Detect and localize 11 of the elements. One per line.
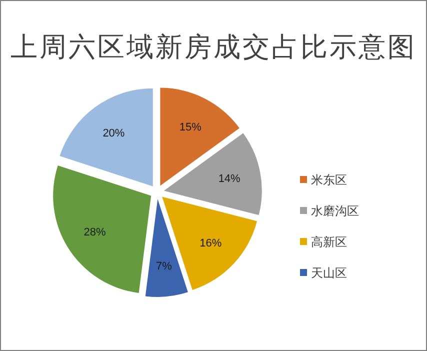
data-label: 7%	[156, 260, 172, 272]
data-label: 16%	[200, 237, 222, 250]
data-label: 20%	[102, 127, 125, 140]
data-label: 28%	[84, 226, 106, 238]
legend-label: 水磨沟区	[311, 204, 359, 218]
legend-label: 高新区	[311, 235, 347, 249]
data-label: 15%	[179, 121, 202, 134]
data-label: 14%	[218, 173, 241, 186]
legend-label: 米东区	[311, 173, 347, 187]
legend-label: 天山区	[311, 266, 347, 280]
chart-title: 上周六区域新房成交占比示意图	[10, 32, 416, 62]
